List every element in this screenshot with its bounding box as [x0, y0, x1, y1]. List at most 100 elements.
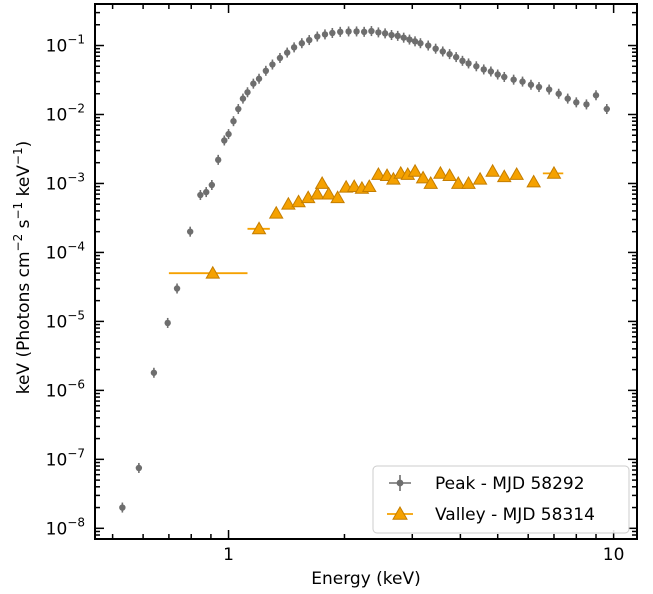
peak-data-point [321, 29, 329, 40]
peak-data-point [519, 76, 526, 87]
valley-data-point [450, 175, 466, 189]
peak-data-point [535, 82, 543, 93]
peak-data-point [239, 93, 247, 104]
peak-data-point [501, 71, 508, 82]
y-tick-label: 10−8 [46, 515, 85, 539]
peak-data-point [298, 38, 306, 49]
peak-data-point [203, 187, 210, 198]
peak-data-point [269, 59, 276, 70]
peak-data-point [225, 129, 232, 140]
x-tick-label: 1 [223, 545, 234, 565]
peak-data-point [510, 74, 517, 85]
valley-data-point [496, 169, 512, 183]
peak-data-point [221, 135, 228, 146]
peak-data-point [432, 43, 439, 54]
y-tick-label: 10−1 [46, 33, 85, 57]
peak-data-point [262, 65, 270, 76]
y-tick-label: 10−6 [46, 377, 85, 401]
y-axis-label: keV (Photons cm−2 s−1 keV−1) [11, 141, 34, 395]
peak-data-point [375, 27, 382, 38]
peak-data-point [411, 36, 419, 47]
peak-data-point [150, 367, 158, 378]
peak-data-point [186, 226, 194, 237]
peak-data-point [353, 26, 360, 37]
valley-data-point [407, 163, 423, 177]
valley-data-point [526, 174, 542, 188]
y-tick-label: 10−5 [46, 308, 85, 332]
peak-data-point [173, 283, 181, 294]
peak-data-point [235, 104, 242, 115]
valley-data-point [442, 168, 457, 181]
plot-area [119, 26, 610, 513]
peak-data-point [603, 104, 610, 115]
peak-data-point [388, 30, 395, 41]
valley-data-point [291, 194, 306, 208]
peak-data-point [592, 90, 600, 101]
valley-data-point [371, 166, 386, 180]
peak-data-point [452, 52, 460, 63]
valley-data-point [461, 175, 476, 189]
peak-data-point [555, 88, 562, 99]
y-tick-label: 10−4 [46, 239, 85, 263]
peak-data-point [345, 26, 352, 37]
valley-data-point [361, 179, 377, 192]
peak-data-point [164, 317, 171, 328]
peak-data-point [465, 58, 472, 69]
peak-data-point [446, 49, 453, 60]
y-tick-label: 10−2 [46, 101, 85, 125]
peak-data-point [230, 116, 237, 127]
peak-data-point [564, 93, 571, 104]
valley-data-point [485, 163, 500, 177]
peak-data-point [368, 26, 375, 37]
valley-data-point [268, 205, 284, 219]
legend-entry-peak: Peak - MJD 58292 [389, 474, 585, 494]
peak-data-point [135, 462, 143, 473]
legend-box [372, 465, 630, 534]
peak-data-point [494, 69, 501, 80]
peak-data-point [406, 34, 413, 45]
plot-frame [94, 3, 638, 540]
peak-data-point [573, 97, 580, 108]
peak-data-point [400, 32, 407, 43]
peak-data-point [425, 40, 432, 51]
valley-data-point [314, 175, 330, 189]
peak-data-point [583, 99, 590, 110]
peak-data-point [244, 87, 251, 98]
peak-data-point [439, 46, 446, 57]
valley-data-point [472, 171, 488, 185]
valley-data-point [280, 196, 296, 210]
peak-data-point [329, 27, 336, 38]
legend-label-valley: Valley - MJD 58314 [435, 505, 595, 525]
peak-data-point [290, 42, 298, 53]
peak-data-point [473, 61, 480, 72]
valley-data-point [247, 221, 270, 235]
peak-data-point [459, 55, 466, 66]
peak-data-point [283, 47, 291, 58]
valley-data-point [168, 265, 248, 279]
legend: Peak - MJD 58292 Valley - MJD 58314 [372, 465, 630, 534]
valley-data-point [542, 165, 564, 179]
valley-data-point [433, 165, 448, 179]
peak-data-point [306, 35, 313, 46]
peak-data-point [250, 78, 257, 89]
peak-data-point [119, 502, 126, 513]
peak-data-point [208, 180, 216, 191]
peak-data-point [214, 154, 222, 165]
peak-data-point [394, 30, 401, 41]
y-tick-label: 10−7 [46, 446, 85, 470]
x-axis-label: Energy (keV) [311, 569, 421, 589]
peak-data-point [197, 190, 204, 201]
x-tick-label: 10 [603, 545, 625, 565]
peak-data-point [381, 28, 389, 39]
valley-data-point [415, 170, 431, 184]
valley-data-point [509, 166, 525, 180]
peak-data-point [360, 26, 368, 37]
axes: 1 10 10−8 10−7 10−6 10−5 10−4 10−3 10−2 10−1 [46, 3, 638, 565]
legend-entry-valley: Valley - MJD 58314 [387, 505, 595, 525]
peak-data-point [337, 26, 344, 37]
peak-data-point [276, 52, 284, 63]
valley-data-point [330, 190, 345, 204]
peak-data-point [545, 84, 553, 95]
y-tick-label: 10−3 [46, 170, 85, 194]
